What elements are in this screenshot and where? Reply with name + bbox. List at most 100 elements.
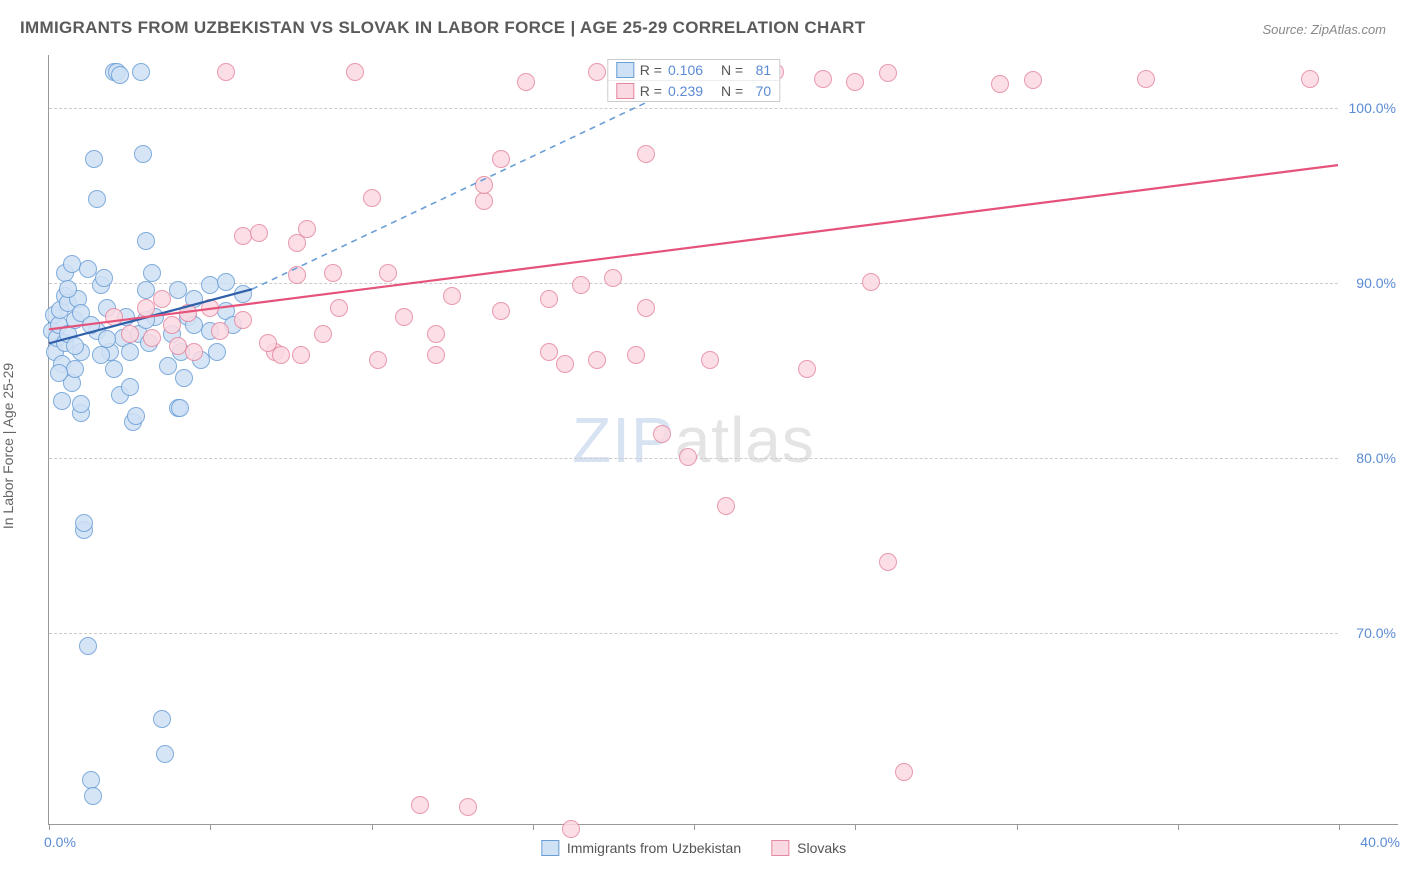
swatch-b (616, 83, 634, 99)
data-point (653, 425, 671, 443)
gridline (49, 283, 1338, 284)
data-point (217, 63, 235, 81)
data-point (627, 346, 645, 364)
bottom-legend: Immigrants from Uzbekistan Slovaks (541, 840, 846, 856)
data-point (201, 276, 219, 294)
data-point (879, 64, 897, 82)
y-tick-label: 100.0% (1346, 100, 1396, 116)
x-tick (210, 824, 211, 830)
data-point (105, 308, 123, 326)
data-point (991, 75, 1009, 93)
data-point (79, 637, 97, 655)
data-point (234, 227, 252, 245)
data-point (846, 73, 864, 91)
x-tick (49, 824, 50, 830)
data-point (259, 334, 277, 352)
y-tick-label: 80.0% (1346, 450, 1396, 466)
data-point (127, 407, 145, 425)
data-point (879, 553, 897, 571)
data-point (132, 63, 150, 81)
data-point (588, 63, 606, 81)
data-point (95, 269, 113, 287)
data-point (84, 787, 102, 805)
data-point (679, 448, 697, 466)
x-tick (1017, 824, 1018, 830)
swatch-a-icon (541, 840, 559, 856)
data-point (540, 343, 558, 361)
legend-label-b: Slovaks (797, 840, 846, 856)
data-point (562, 820, 580, 838)
data-point (895, 763, 913, 781)
data-point (163, 316, 181, 334)
source-label: Source: ZipAtlas.com (1262, 22, 1386, 37)
data-point (85, 150, 103, 168)
swatch-b-icon (771, 840, 789, 856)
data-point (121, 378, 139, 396)
plot-area: ZIPatlas R = 0.106 N = 81 R = 0.239 N = … (48, 55, 1338, 825)
y-tick-label: 70.0% (1346, 625, 1396, 641)
regression-lines (49, 55, 1338, 824)
legend-item-a: Immigrants from Uzbekistan (541, 840, 741, 856)
data-point (862, 273, 880, 291)
x-tick-label: 40.0% (1360, 834, 1400, 850)
axis-extension (1338, 824, 1398, 825)
data-point (298, 220, 316, 238)
data-point (814, 70, 832, 88)
data-point (572, 276, 590, 294)
data-point (492, 150, 510, 168)
data-point (137, 299, 155, 317)
data-point (137, 232, 155, 250)
r-value-b: 0.239 (668, 83, 703, 99)
data-point (121, 325, 139, 343)
x-tick (1339, 824, 1340, 830)
x-tick-label: 0.0% (44, 834, 76, 850)
data-point (475, 176, 493, 194)
data-point (153, 710, 171, 728)
data-point (234, 285, 252, 303)
x-tick (1178, 824, 1179, 830)
stats-row-a: R = 0.106 N = 81 (608, 60, 779, 80)
data-point (201, 299, 219, 317)
data-point (159, 357, 177, 375)
swatch-a (616, 62, 634, 78)
data-point (250, 224, 268, 242)
stats-box: R = 0.106 N = 81 R = 0.239 N = 70 (607, 59, 780, 102)
data-point (72, 395, 90, 413)
x-tick (694, 824, 695, 830)
x-tick (855, 824, 856, 830)
gridline (49, 108, 1338, 109)
data-point (88, 190, 106, 208)
data-point (363, 189, 381, 207)
data-point (556, 355, 574, 373)
data-point (134, 145, 152, 163)
data-point (217, 273, 235, 291)
data-point (427, 346, 445, 364)
data-point (701, 351, 719, 369)
data-point (79, 260, 97, 278)
data-point (156, 745, 174, 763)
data-point (292, 346, 310, 364)
data-point (475, 192, 493, 210)
chart-title: IMMIGRANTS FROM UZBEKISTAN VS SLOVAK IN … (20, 18, 865, 38)
data-point (637, 145, 655, 163)
data-point (379, 264, 397, 282)
data-point (427, 325, 445, 343)
data-point (637, 299, 655, 317)
x-tick (372, 824, 373, 830)
data-point (179, 304, 197, 322)
data-point (105, 360, 123, 378)
data-point (588, 351, 606, 369)
data-point (1024, 71, 1042, 89)
legend-label-a: Immigrants from Uzbekistan (567, 840, 741, 856)
gridline (49, 633, 1338, 634)
data-point (143, 264, 161, 282)
data-point (111, 66, 129, 84)
data-point (288, 266, 306, 284)
r-label: R = (640, 62, 662, 78)
data-point (330, 299, 348, 317)
data-point (75, 514, 93, 532)
data-point (346, 63, 364, 81)
data-point (66, 337, 84, 355)
data-point (92, 346, 110, 364)
data-point (443, 287, 461, 305)
